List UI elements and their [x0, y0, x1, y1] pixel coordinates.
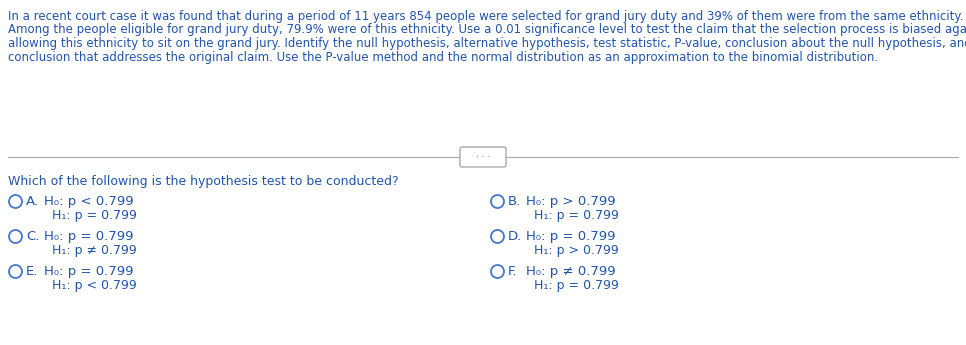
Text: Among the people eligible for grand jury duty, 79.9% were of this ethnicity. Use: Among the people eligible for grand jury… [8, 23, 966, 37]
Text: H₀: p > 0.799: H₀: p > 0.799 [526, 195, 615, 208]
Text: In a recent court case it was found that during a period of 11 years 854 people : In a recent court case it was found that… [8, 10, 963, 23]
Text: Which of the following is the hypothesis test to be conducted?: Which of the following is the hypothesis… [8, 175, 399, 188]
Text: H₁: p = 0.799: H₁: p = 0.799 [52, 209, 137, 222]
Text: allowing this ethnicity to sit on the grand jury. Identify the null hypothesis, : allowing this ethnicity to sit on the gr… [8, 37, 966, 50]
Text: H₁: p = 0.799: H₁: p = 0.799 [534, 209, 619, 222]
Text: H₀: p < 0.799: H₀: p < 0.799 [44, 195, 133, 208]
Text: H₀: p ≠ 0.799: H₀: p ≠ 0.799 [526, 265, 615, 278]
Text: H₀: p = 0.799: H₀: p = 0.799 [44, 265, 133, 278]
FancyBboxPatch shape [460, 147, 506, 167]
Text: B.: B. [508, 195, 522, 208]
Text: D.: D. [508, 230, 523, 243]
Text: H₀: p = 0.799: H₀: p = 0.799 [44, 230, 133, 243]
Text: H₁: p ≠ 0.799: H₁: p ≠ 0.799 [52, 244, 137, 257]
Text: · · ·: · · · [476, 152, 490, 161]
Text: H₁: p = 0.799: H₁: p = 0.799 [534, 279, 619, 292]
Text: H₀: p = 0.799: H₀: p = 0.799 [526, 230, 615, 243]
Text: C.: C. [26, 230, 40, 243]
Text: H₁: p > 0.799: H₁: p > 0.799 [534, 244, 619, 257]
Text: conclusion that addresses the original claim. Use the P-value method and the nor: conclusion that addresses the original c… [8, 50, 878, 63]
Text: E.: E. [26, 265, 39, 278]
Text: A.: A. [26, 195, 39, 208]
Text: F.: F. [508, 265, 518, 278]
Text: H₁: p < 0.799: H₁: p < 0.799 [52, 279, 137, 292]
